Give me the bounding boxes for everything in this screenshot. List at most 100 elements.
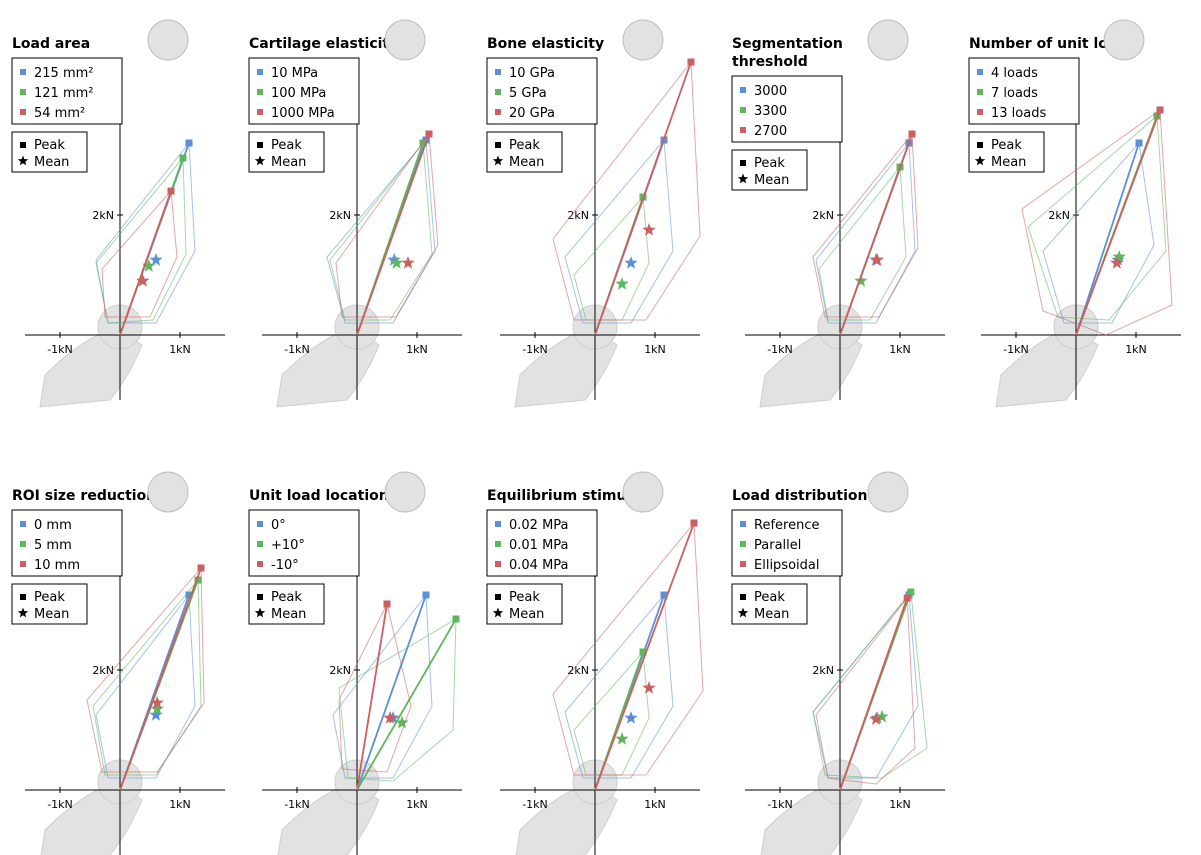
peak-marker-series-3: [167, 187, 175, 195]
panel-title: Equilibrium stimulus: [487, 488, 650, 504]
legend-label: 10 mm: [34, 558, 80, 573]
panel-title-line: threshold: [732, 54, 808, 70]
marker-legend: Peak Mean: [248, 131, 325, 173]
mean-legend-symbol: [974, 155, 986, 166]
envelope-series-3: [101, 189, 178, 318]
mean-legend-label: Mean: [34, 155, 69, 170]
marker-legend-box: [11, 131, 88, 173]
mean-marker-series-2: [854, 274, 868, 287]
legend-swatch: [977, 109, 983, 115]
legend-label: 3300: [754, 104, 787, 119]
envelope-series-1: [1042, 141, 1155, 324]
x-tick-label-pos: 1kN: [1125, 343, 1147, 356]
marker-legend: Peak Mean: [486, 583, 563, 625]
condition-thumbnail: [867, 471, 909, 513]
legend-label: 1000 MPa: [271, 106, 335, 121]
peak-legend-symbol: [495, 594, 501, 600]
mean-marker-series-2: [615, 277, 629, 290]
condition-thumbnail: [147, 471, 189, 513]
panel-title: ROI size reduction: [12, 488, 156, 504]
legend-label: 100 MPa: [271, 86, 326, 101]
x-tick-label-pos: 1kN: [406, 343, 428, 356]
panel-title-line: Segmentation: [732, 36, 843, 52]
mean-marker-series-3: [136, 274, 150, 287]
envelope-series-1: [95, 593, 196, 779]
marker-legend-box: [731, 149, 808, 191]
legend-swatch: [740, 541, 746, 547]
condition-thumbnail: [622, 471, 664, 513]
legend-swatch: [20, 109, 26, 115]
condition-thumbnail: [1103, 19, 1145, 61]
legend-label: 2700: [754, 124, 787, 139]
series-legend-box: [731, 75, 843, 143]
mean-legend-symbol: [737, 607, 749, 618]
panel-4: -1kN 1kN 2kN Segmentation threshold 3000 3300 2…: [731, 19, 945, 408]
peak-legend-symbol: [257, 594, 263, 600]
legend-swatch: [257, 89, 263, 95]
peak-vector-series-3: [839, 597, 909, 791]
series-legend-box: [731, 509, 843, 577]
legend-label: 5 GPa: [509, 86, 547, 101]
panel-title: Cartilage elasticity: [249, 36, 398, 52]
peak-vector-series-3: [356, 603, 388, 791]
envelope-series-3: [86, 566, 205, 773]
legend-swatch: [740, 87, 746, 93]
legend-swatch: [257, 109, 263, 115]
peak-marker-series-2: [179, 154, 187, 162]
mean-legend-symbol: [737, 173, 749, 184]
panel-title: Unit load location: [249, 488, 389, 504]
legend-label: -10°: [271, 558, 299, 573]
panel-5: -1kN 1kN 2kN Number of unit loads 4 loads 7 l…: [968, 19, 1181, 408]
peak-marker-series-2: [907, 588, 915, 596]
panel-2: -1kN 1kN 2kN Cartilage elasticity 10 MPa 100 …: [248, 19, 462, 408]
mean-legend-label: Mean: [509, 607, 544, 622]
envelope-series-2: [329, 141, 433, 321]
peak-marker-series-3: [908, 130, 916, 138]
panel-9: -1kN 1kN 2kN Load distribution Reference Para…: [731, 471, 945, 855]
marker-legend: Peak Mean: [968, 131, 1045, 173]
panel-7: -1kN 1kN 2kN Unit load location 0° +10° -10° Pe…: [248, 471, 462, 855]
peak-marker-series-2: [639, 648, 647, 656]
peak-legend-label: Peak: [271, 138, 302, 153]
legend-label: 5 mm: [34, 538, 72, 553]
series-legend-box: [11, 57, 123, 125]
marker-legend-box: [486, 583, 563, 625]
mean-marker-series-2: [875, 709, 889, 723]
peak-vector-series-3: [119, 190, 172, 336]
peak-marker-series-3: [197, 564, 205, 572]
legend-swatch: [740, 521, 746, 527]
peak-legend-symbol: [977, 142, 983, 148]
mean-marker-series-1: [387, 253, 401, 266]
series-legend-box: [486, 57, 598, 125]
mean-legend-symbol: [17, 155, 29, 166]
legend-swatch: [257, 69, 263, 75]
series-legend: 0.02 MPa 0.01 MPa 0.04 MPa: [486, 509, 598, 577]
series-legend-box: [968, 57, 1080, 125]
series-legend: 0 mm 5 mm 10 mm: [11, 509, 123, 577]
panel-title-line: Cartilage elasticity: [249, 36, 398, 52]
legend-label: +10°: [271, 538, 305, 553]
panel-title-line: Number of unit loads: [969, 36, 1136, 52]
peak-vector-series-1: [1075, 142, 1140, 336]
legend-label: 0°: [271, 518, 286, 533]
marker-legend: Peak Mean: [248, 583, 325, 625]
mean-legend-label: Mean: [754, 173, 789, 188]
y-tick-label: 2kN: [1048, 209, 1070, 222]
thumbnail-head: [867, 19, 909, 61]
envelope-series-3: [335, 132, 439, 318]
marker-legend: Peak Mean: [731, 149, 808, 191]
panel-title-line: Load area: [12, 36, 90, 52]
peak-marker-series-3: [687, 58, 695, 66]
legend-label: 121 mm²: [34, 86, 93, 101]
peak-marker-series-3: [903, 594, 911, 602]
series-legend-box: [11, 509, 123, 577]
peak-marker-series-1: [185, 591, 193, 599]
legend-swatch: [20, 561, 26, 567]
x-tick-label-pos: 1kN: [644, 343, 666, 356]
envelope-series-3: [552, 60, 701, 321]
series-legend: 215 mm² 121 mm² 54 mm²: [11, 57, 123, 125]
x-tick-label-neg: -1kN: [47, 798, 73, 811]
legend-label: 10 MPa: [271, 66, 318, 81]
envelope-series-2: [92, 578, 202, 776]
